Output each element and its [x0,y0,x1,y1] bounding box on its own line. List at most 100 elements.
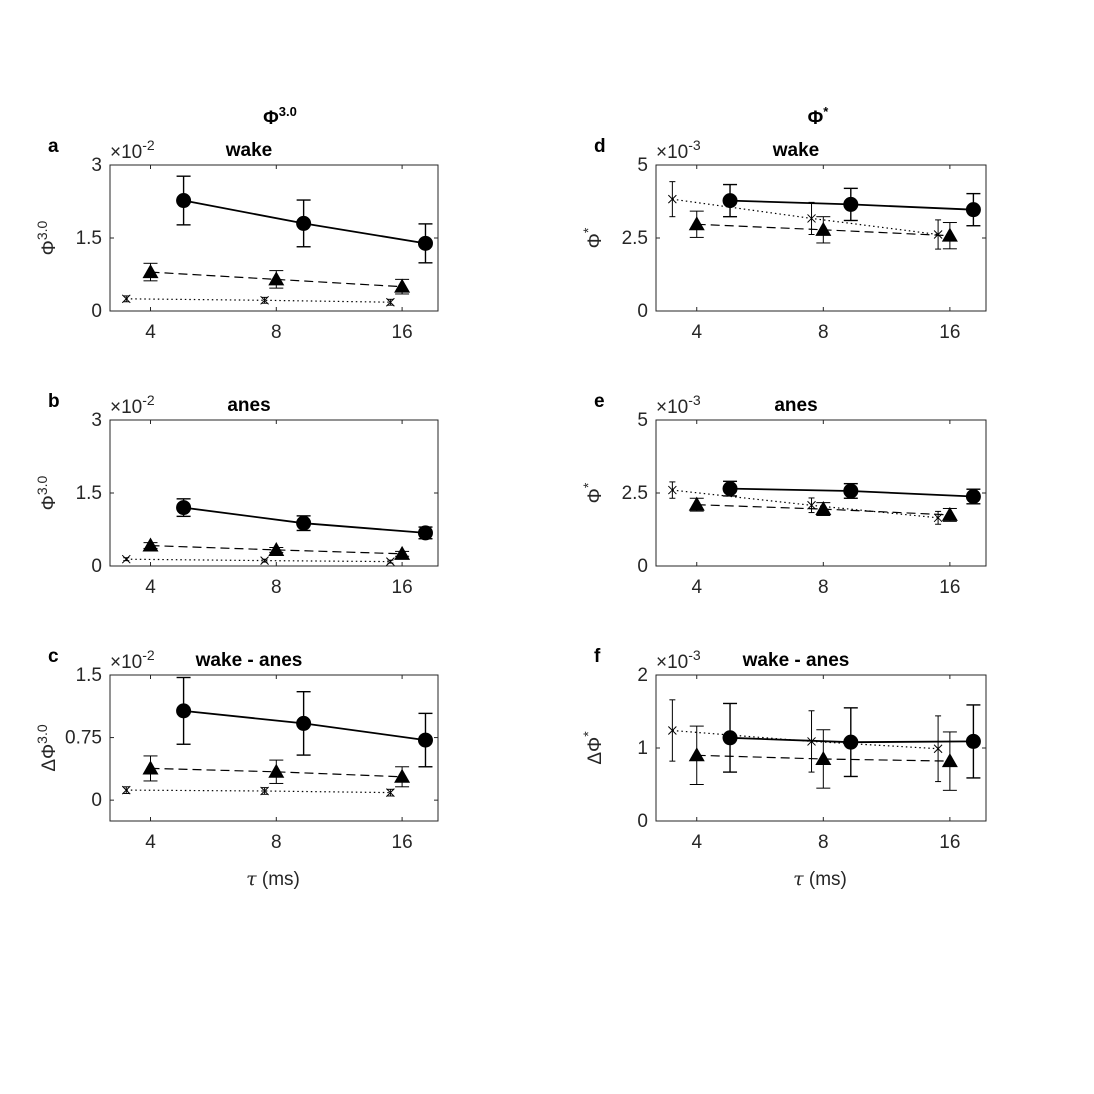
exponent-sup: -2 [142,392,155,408]
data-point-circle [176,500,192,516]
x-tick-label: 4 [145,322,156,343]
y-tick-label: 1.5 [76,228,102,249]
exponent-base: ×10 [110,397,142,418]
y-axis-label-sup: * [580,482,596,488]
data-point-triangle [815,750,832,765]
data-point-triangle [142,264,159,279]
panel-title: wake - anes [195,650,303,671]
data-point-circle [296,515,312,531]
series-triangle [142,755,411,788]
y-tick-label: 1.5 [76,483,102,504]
data-point-triangle [941,506,958,521]
series-circle [722,480,981,505]
panel-d: 0 2.5 5 4 8 16 ×10-3 d wake Φ* [580,136,987,343]
data-point-circle [176,703,192,719]
y-axis-label: Φ3.0 [34,475,60,510]
data-point-x [933,230,943,239]
data-point-triangle [142,760,159,775]
data-point-triangle [688,216,705,231]
data-point-circle [965,202,981,218]
data-point-triangle [268,541,285,556]
data-point-triangle [394,278,411,293]
data-point-x [121,554,131,564]
data-point-x [668,194,677,204]
exponent-base: ×10 [110,652,142,673]
column-title-left: Φ3.0 [263,104,297,129]
data-point-x [933,513,943,523]
series-triangle [688,725,958,791]
panel-c: 0 0.75 1.5 4 8 16 ×10-2 c wake - anes ΔΦ3.0 [34,646,439,853]
data-point-triangle [142,537,159,552]
data-point-x [668,726,677,735]
x-tick-label: 16 [392,322,413,343]
data-point-x [121,785,131,795]
axes-box [109,164,439,312]
exponent-sup: -3 [688,647,701,663]
y-axis-label-base: Φ [39,240,60,255]
x-tick-label: 8 [818,832,829,853]
y-tick-label: 0.75 [65,728,102,749]
exponent-base: ×10 [656,397,688,418]
series-line [126,298,391,303]
series-circle [176,498,433,541]
y-axis-label-sup: 3.0 [34,724,50,744]
panel-title: anes [227,395,270,416]
series-line [126,558,391,563]
x-tick-label: 16 [939,577,960,598]
x-tick-label: 8 [271,577,282,598]
data-point-circle [417,235,433,251]
exponent-label: ×10-3 [656,647,701,673]
x-tick-label: 4 [145,832,156,853]
data-point-triangle [394,768,411,783]
exponent-label: ×10-3 [656,137,701,163]
data-point-triangle [268,763,285,778]
y-axis-label-base: ΔΦ [585,737,606,765]
column-title-right-sup: * [823,104,829,119]
y-tick-label: 0 [91,790,102,811]
data-point-circle [296,215,312,231]
data-point-triangle [268,271,285,286]
data-point-x [260,295,269,305]
data-point-circle [176,193,192,209]
panel-letter: a [48,136,59,157]
series-circle [722,183,981,227]
y-tick-label: 3 [91,410,102,431]
data-point-triangle [688,747,705,762]
data-point-x [807,214,816,223]
axes-box [655,164,987,312]
x-tick-label: 16 [939,832,960,853]
series-circle [176,676,433,768]
y-axis-label-sup: 3.0 [34,220,50,240]
data-point-x [260,556,269,566]
panel-title: anes [774,395,817,416]
data-point-x [260,786,269,796]
series-triangle [142,537,411,560]
y-axis-label-base: Φ [585,488,606,503]
y-axis-label: ΔΦ3.0 [34,724,60,772]
data-point-circle [722,730,738,746]
data-point-triangle [688,496,705,511]
exponent-sup: -3 [688,392,701,408]
series-triangle [688,496,958,522]
y-tick-label: 1.5 [76,665,102,686]
data-point-x [386,788,395,797]
data-point-triangle [815,221,832,236]
exponent-label: ×10-2 [110,137,155,163]
panel-letter: c [48,646,59,667]
y-axis-label-base: Φ [39,495,60,510]
data-point-circle [417,732,433,748]
y-axis-label-base: Φ [585,233,606,248]
x-tick-label: 4 [691,577,702,598]
axes-box [109,674,439,822]
y-axis-label: ΔΦ* [580,731,606,765]
data-point-x [668,485,677,495]
x-tick-label: 4 [691,322,702,343]
panel-a: 0 1.5 3 4 8 16 ×10-2 a wake Φ3.0 [34,136,439,343]
series-circle [722,702,981,779]
x-tick-label: 8 [271,832,282,853]
data-point-triangle [815,501,832,516]
x-axis-label-right: τ (ms) [793,868,847,890]
panel-f: 0 1 2 4 8 16 ×10-3 f wake - anes ΔΦ* [580,646,987,853]
exponent-sup: -2 [142,647,155,663]
